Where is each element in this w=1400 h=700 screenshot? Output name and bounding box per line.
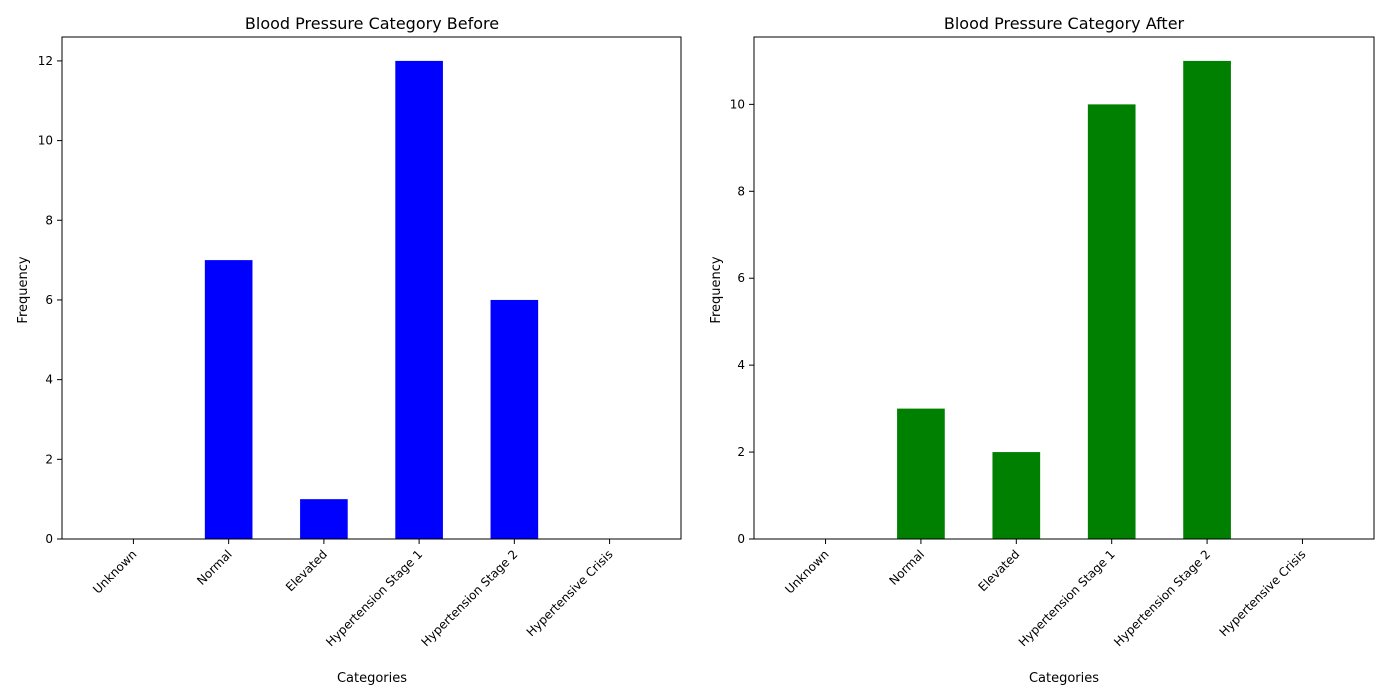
bar-elevated (992, 452, 1041, 539)
chart-title: Blood Pressure Category Before (245, 14, 499, 33)
y-tick-label: 8 (737, 184, 745, 198)
y-tick-label: 4 (737, 358, 745, 372)
y-tick-label: 4 (45, 373, 53, 387)
bar-hypertension-stage-2 (490, 299, 539, 539)
y-tick-label: 8 (45, 213, 53, 227)
y-tick-label: 6 (45, 293, 53, 307)
y-axis-label: Frequency (16, 256, 31, 323)
bar-hypertension-stage-1 (395, 60, 443, 540)
bar-normal (897, 408, 945, 539)
y-tick-label: 2 (45, 452, 53, 466)
y-tick-label: 6 (737, 271, 745, 285)
y-tick-group: 0 2 4 6 8 10 (730, 97, 754, 546)
bar-elevated (300, 499, 348, 539)
bar-series (204, 60, 539, 540)
chart-title: Blood Pressure Category After (944, 14, 1185, 33)
y-tick-label: 10 (38, 134, 53, 148)
plot-area-frame (753, 36, 1375, 540)
y-tick-label: 0 (45, 532, 53, 546)
y-tick-label: 2 (737, 445, 745, 459)
x-axis-label: Categories (1029, 671, 1099, 686)
plot-area-frame (61, 36, 682, 540)
y-tick-label: 0 (737, 532, 745, 546)
y-tick-label: 10 (730, 97, 745, 111)
y-axis-label: Frequency (709, 256, 724, 323)
x-axis-label: Categories (337, 671, 407, 686)
y-tick-label: 12 (38, 54, 53, 68)
bar-series (897, 60, 1231, 540)
bar-hypertension-stage-2 (1183, 60, 1231, 540)
bar-normal (204, 260, 253, 539)
bar-hypertension-stage-1 (1087, 104, 1136, 540)
y-tick-group: 0 2 4 6 8 10 12 (38, 54, 62, 546)
